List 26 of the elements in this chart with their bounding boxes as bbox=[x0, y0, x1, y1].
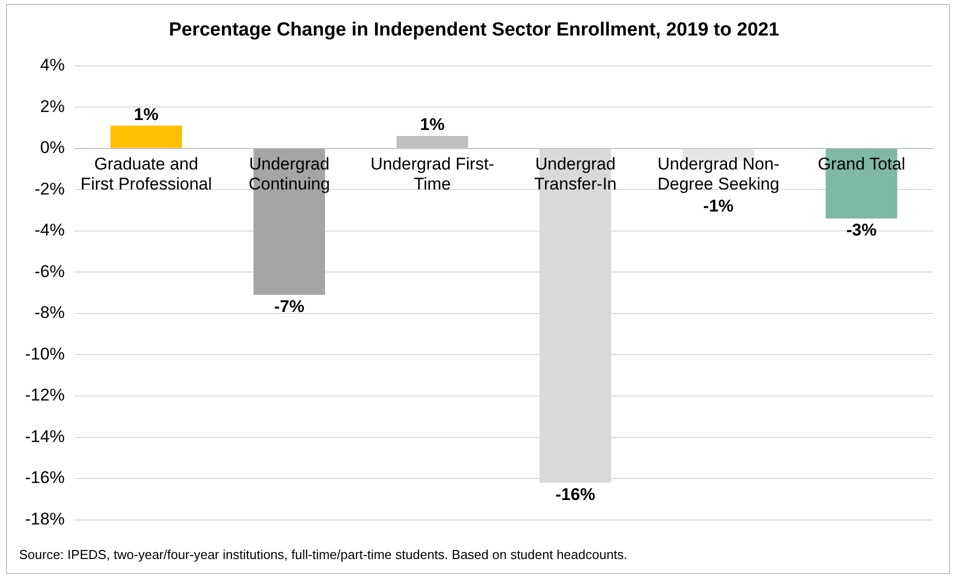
y-tick-label: -4% bbox=[34, 220, 65, 240]
y-tick-label: -18% bbox=[25, 509, 65, 528]
y-tick-label: 0% bbox=[40, 138, 65, 158]
data-label: -3% bbox=[846, 220, 877, 240]
y-tick-label: 4% bbox=[40, 55, 65, 74]
data-label: 1% bbox=[420, 115, 445, 134]
x-tick-label: Undergrad First-Time bbox=[370, 154, 494, 194]
y-tick-label: 2% bbox=[40, 96, 65, 116]
data-label: 1% bbox=[134, 104, 158, 124]
data-label: -1% bbox=[703, 196, 734, 216]
y-tick-label: -16% bbox=[25, 468, 65, 488]
chart-title: Percentage Change in Independent Sector Enrollment, 2019 to 2021 bbox=[168, 20, 780, 41]
y-tick-label: -2% bbox=[34, 179, 65, 198]
y-tick-label: -6% bbox=[34, 262, 65, 281]
x-tick-label: Undergrad Continuing bbox=[248, 154, 330, 194]
y-tick-label: -10% bbox=[25, 344, 65, 364]
y-tick-label: -14% bbox=[25, 426, 65, 446]
x-tick-label: Undergrad Transfer-In bbox=[534, 154, 617, 194]
x-tick-label: Graduate and First Professional bbox=[80, 154, 212, 194]
data-label: -7% bbox=[274, 297, 304, 316]
y-tick-label: -12% bbox=[25, 386, 65, 405]
source-note: Source: IPEDS, two-year/four-year institutions, full-time/part-time students. Based on student headcounts. bbox=[19, 547, 628, 562]
x-tick-label: Undergrad Non-Degree Seeking bbox=[657, 154, 780, 194]
bar bbox=[110, 126, 182, 148]
y-tick-label: -8% bbox=[34, 303, 65, 322]
data-label: -16% bbox=[556, 484, 596, 504]
